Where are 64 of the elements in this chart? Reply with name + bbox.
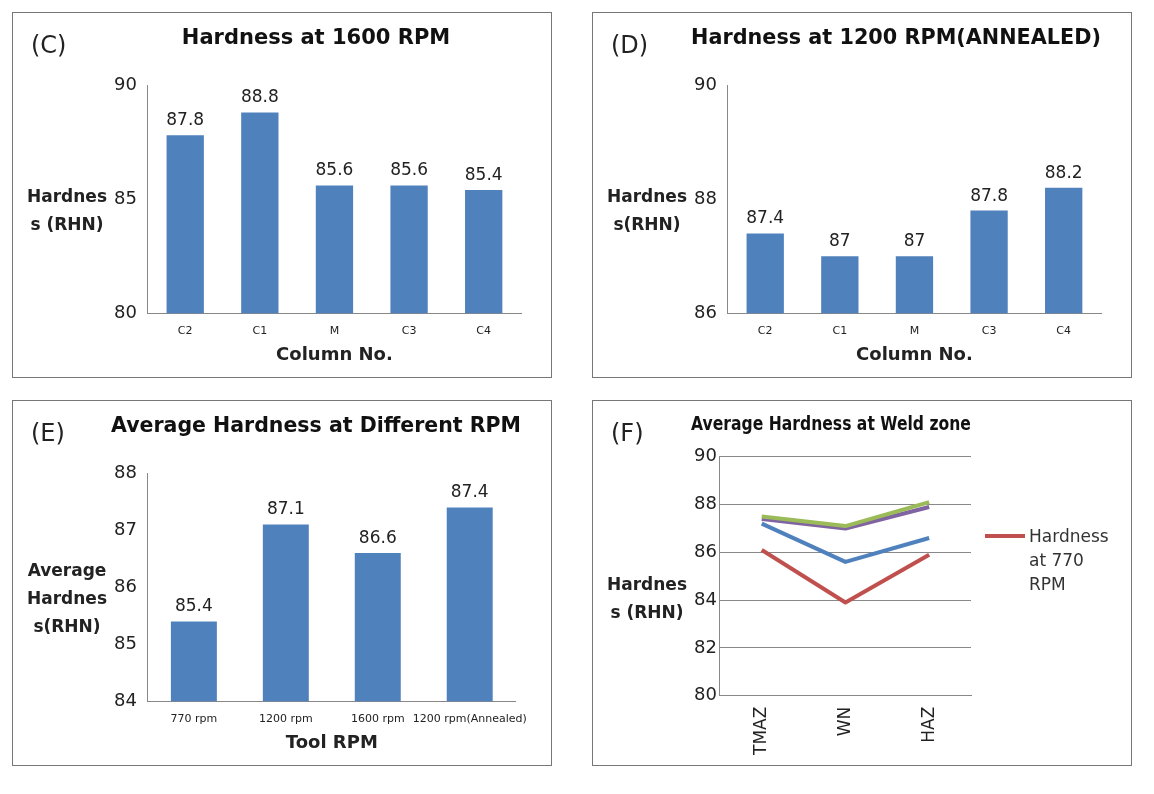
y-tick-label: 85 (114, 631, 137, 653)
y-axis-title: Hardness (RHN) (607, 573, 688, 624)
data-label: 87.1 (266, 498, 305, 519)
y-tick-label: 87 (114, 517, 137, 539)
x-tick-label: C1 (832, 323, 848, 337)
chart-title: Average Hardness at Weld zone (691, 412, 971, 435)
y-axis-title: Average Hardness(RHN) (27, 559, 108, 638)
y-tick-label: 84 (694, 587, 717, 609)
text: (E) (31, 419, 65, 447)
x-tick-label: 1200 rpm (258, 711, 313, 725)
y-tick-label: 90 (114, 72, 137, 94)
x-tick-label: C2 (177, 323, 193, 337)
data-label: 87 (903, 230, 926, 251)
chart-title: Hardness at 1200 RPM(ANNEALED) (691, 24, 1101, 50)
y-axis-title: Hardness(RHN) (607, 185, 688, 236)
text: (C) (31, 31, 67, 59)
x-tick-label: C4 (1056, 323, 1072, 337)
data-label: 85.6 (390, 159, 428, 180)
data-label: 85.6 (315, 159, 354, 180)
data-label: 85.4 (174, 595, 213, 616)
data-label: 88.8 (240, 86, 279, 107)
y-tick-label: 88 (114, 460, 137, 482)
x-tick-label: M (329, 323, 340, 337)
x-tick-label: C3 (981, 323, 997, 337)
x-axis-title: Column No. (856, 342, 973, 364)
y-tick-label: 86 (694, 540, 717, 562)
y-tick-label: 90 (694, 72, 717, 94)
chart-title: Hardness at 1600 RPM (181, 25, 451, 50)
data-label: 85.4 (464, 164, 503, 184)
y-tick-label: 80 (694, 683, 717, 705)
y-tick-label: 88 (694, 186, 717, 208)
y-tick-label: 88 (694, 492, 717, 514)
x-tick-label: M (909, 323, 920, 337)
data-label: 88.2 (1044, 161, 1083, 182)
x-tick-label: C3 (401, 323, 417, 337)
x-tick-label: C1 (252, 323, 268, 337)
data-label: 87.4 (450, 481, 489, 502)
x-tick-label: HAZ (917, 706, 938, 743)
x-tick-label: 770 rpm (170, 711, 218, 725)
y-tick-label: 90 (694, 444, 717, 466)
x-tick-label: C2 (757, 323, 773, 337)
x-tick-label: WN (833, 706, 854, 737)
legend-label: Hardness at 770 RPM (1029, 525, 1110, 596)
data-label: 87 (829, 230, 851, 251)
y-tick-label: 84 (114, 688, 137, 710)
y-tick-label: 86 (114, 574, 137, 596)
x-axis-title: Column No. (276, 342, 393, 364)
x-axis-title: Tool RPM (285, 730, 378, 752)
text: (D) (611, 31, 649, 59)
data-label: 87.8 (970, 184, 1008, 205)
data-label: 86.6 (358, 526, 397, 547)
data-label: 87.8 (166, 109, 205, 130)
x-tick-label: 1600 rpm (350, 711, 405, 725)
chart-title: Average Hardness at Different RPM (111, 412, 521, 438)
text: (F) (611, 419, 644, 447)
x-tick-label: 1200 rpm(Annealed) (412, 711, 527, 725)
y-tick-label: 86 (694, 300, 717, 322)
x-tick-label: C4 (476, 323, 492, 337)
data-label: 87.4 (746, 207, 785, 228)
y-tick-label: 80 (114, 300, 137, 322)
x-tick-label: TMAZ (750, 706, 771, 756)
y-tick-label: 85 (114, 186, 137, 208)
y-tick-label: 82 (694, 635, 717, 657)
y-axis-title: Hardness (RHN) (27, 185, 108, 236)
